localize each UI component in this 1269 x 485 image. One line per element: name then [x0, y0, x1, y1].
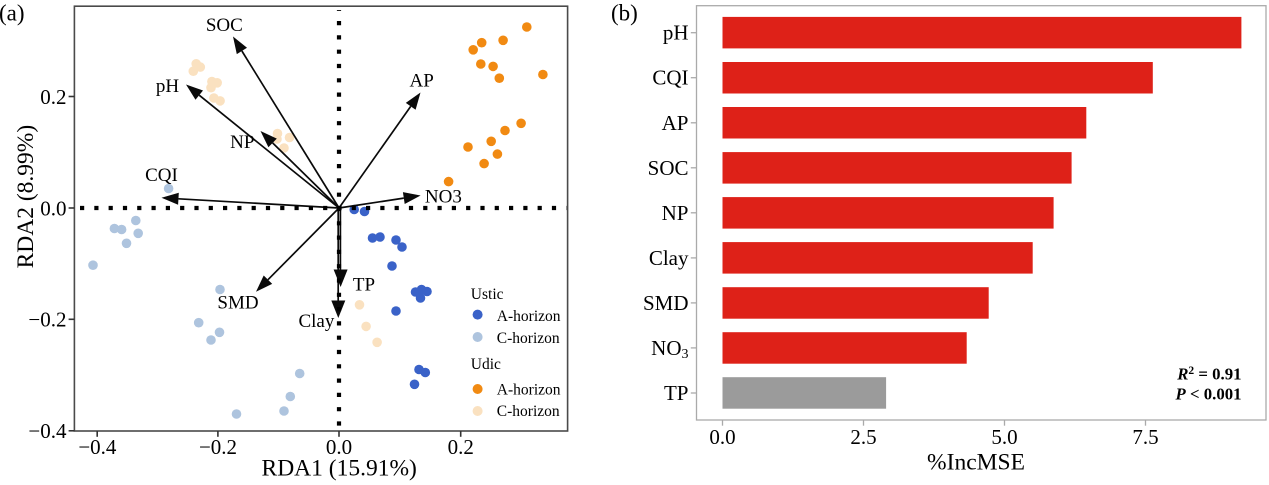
svg-text:0.2: 0.2 — [40, 85, 66, 109]
svg-text:P < 0.001: P < 0.001 — [1175, 384, 1242, 403]
svg-text:−0.4: −0.4 — [78, 435, 117, 459]
svg-text:%IncMSE: %IncMSE — [927, 450, 1025, 476]
svg-text:A-horizon: A-horizon — [497, 308, 561, 325]
svg-text:TP: TP — [353, 275, 375, 296]
svg-text:SMD: SMD — [217, 293, 258, 314]
svg-text:NO3: NO3 — [425, 186, 462, 207]
svg-text:0.2: 0.2 — [448, 435, 474, 459]
svg-text:−0.2: −0.2 — [199, 435, 237, 459]
svg-text:0.0: 0.0 — [709, 425, 735, 449]
svg-text:SOC: SOC — [648, 156, 689, 180]
svg-text:SOC: SOC — [206, 15, 243, 36]
svg-text:NP: NP — [230, 132, 254, 153]
svg-text:−0.4: −0.4 — [28, 419, 67, 443]
svg-text:Clay: Clay — [298, 311, 334, 332]
svg-text:C-horizon: C-horizon — [497, 330, 560, 347]
svg-text:AP: AP — [662, 111, 689, 135]
svg-text:NP: NP — [662, 201, 689, 225]
svg-text:R2 = 0.91: R2 = 0.91 — [1176, 365, 1241, 384]
svg-text:Ustic: Ustic — [471, 286, 504, 303]
svg-text:TP: TP — [664, 381, 689, 405]
svg-text:pH: pH — [156, 76, 180, 97]
svg-text:CQI: CQI — [652, 66, 688, 90]
svg-text:CQI: CQI — [145, 165, 178, 186]
svg-text:C-horizon: C-horizon — [497, 403, 560, 420]
svg-text:−0.2: −0.2 — [28, 308, 66, 332]
svg-text:5.0: 5.0 — [991, 425, 1017, 449]
svg-text:2.5: 2.5 — [850, 425, 876, 449]
svg-text:A-horizon: A-horizon — [497, 382, 561, 399]
svg-text:7.5: 7.5 — [1132, 425, 1158, 449]
svg-text:RDA1 (15.91%): RDA1 (15.91%) — [262, 456, 417, 482]
svg-text:(a): (a) — [0, 1, 25, 26]
svg-text:Udic: Udic — [471, 356, 501, 373]
svg-text:pH: pH — [663, 21, 689, 45]
svg-text:(b): (b) — [611, 1, 638, 26]
svg-text:RDA2 (8.99%): RDA2 (8.99%) — [13, 125, 39, 269]
svg-text:Clay: Clay — [649, 246, 689, 270]
svg-text:AP: AP — [410, 71, 434, 92]
svg-text:0.0: 0.0 — [40, 196, 66, 220]
svg-text:0.0: 0.0 — [326, 435, 352, 459]
svg-text:SMD: SMD — [643, 291, 689, 315]
